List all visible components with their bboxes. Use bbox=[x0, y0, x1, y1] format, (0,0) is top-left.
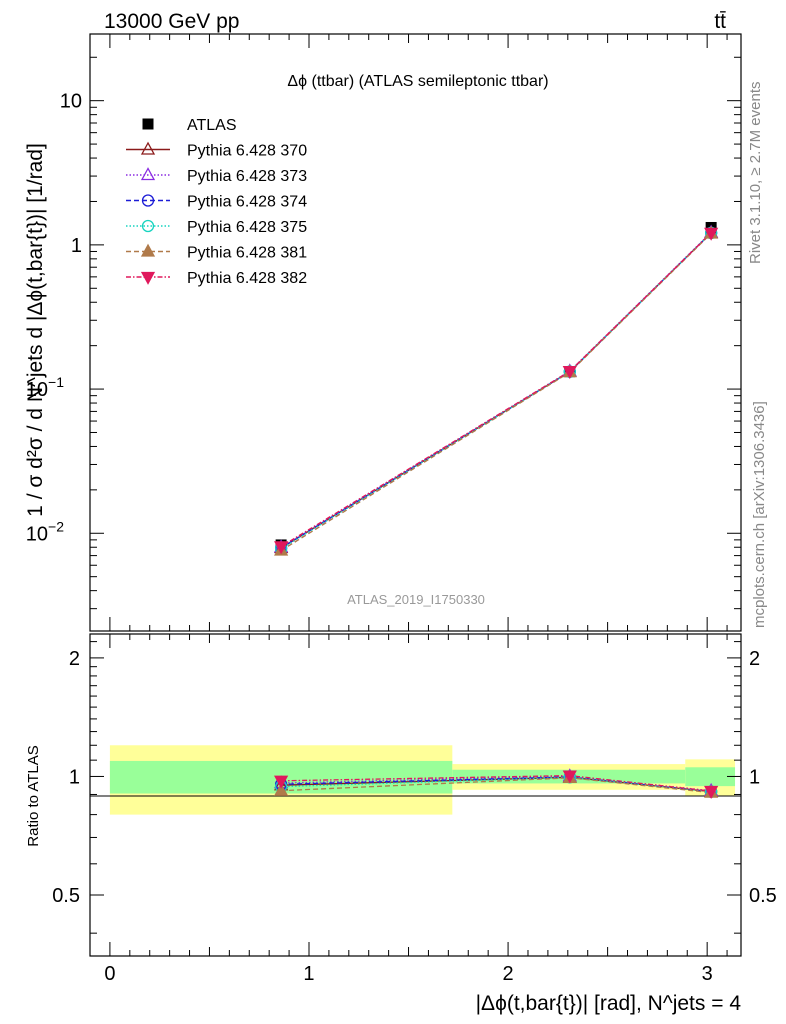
ratio-marker-pythia-6-428-382 bbox=[704, 785, 719, 799]
ratio-y-tick-label: 1 bbox=[69, 766, 80, 788]
legend-marker-pythia-6-428-370 bbox=[140, 141, 156, 155]
x-axis-label: |Δϕ(t,bar{t})| [rad], N^jets = 4 bbox=[476, 992, 742, 1015]
series-line-pythia-6-428-375 bbox=[280, 232, 712, 550]
main-y-axis-label-text: 1 / σ d²σ / d N^jets d |Δϕ(t,bar{t})| [1… bbox=[24, 143, 47, 517]
legend-label-pythia-6-428-382: Pythia 6.428 382 bbox=[187, 270, 307, 287]
main-plot-title: Δϕ (ttbar) (ATLAS semileptonic ttbar) bbox=[287, 73, 548, 90]
rivet-label: Rivet 3.1.10, ≥ 2.7M events bbox=[747, 82, 764, 265]
main-y-tick-label: 10−1 bbox=[26, 374, 64, 401]
stat-uncertainty-band bbox=[685, 767, 736, 787]
main-series-markers bbox=[274, 221, 719, 556]
main-plot-panel: Δϕ (ttbar) (ATLAS semileptonic ttbar) AT… bbox=[24, 33, 742, 632]
legend: ATLAS Pythia 6.428 370 Pythia 6.428 373 Pyt… bbox=[126, 117, 307, 287]
ratio-marker-pythia-6-428-381 bbox=[274, 782, 289, 796]
ratio-marker-pythia-6-428-382 bbox=[274, 775, 289, 789]
legend-label-pythia-6-428-381: Pythia 6.428 381 bbox=[187, 245, 307, 262]
ratio-y-tick-label-right: 2 bbox=[749, 648, 760, 670]
series-line-pythia-6-428-374 bbox=[280, 232, 712, 549]
ratio-marker-pythia-6-428-382 bbox=[562, 770, 577, 784]
series-line-pythia-6-428-381 bbox=[280, 233, 712, 552]
ratio-series-markers bbox=[274, 768, 719, 799]
legend-label-pythia-6-428-375: Pythia 6.428 375 bbox=[187, 219, 307, 236]
series-marker-pythia-6-428-382 bbox=[274, 541, 289, 555]
ratio-y-tick-label: 2 bbox=[69, 648, 80, 670]
series-line-pythia-6-428-373 bbox=[280, 231, 712, 548]
x-tick-label: 2 bbox=[503, 963, 514, 985]
series-marker-pythia-6-428-382 bbox=[562, 366, 577, 380]
legend-label-pythia-6-428-373: Pythia 6.428 373 bbox=[187, 168, 307, 185]
analysis-watermark: ATLAS_2019_I1750330 bbox=[347, 592, 485, 607]
x-tick-label: 3 bbox=[702, 963, 713, 985]
legend-label-pythia-6-428-370: Pythia 6.428 370 bbox=[187, 143, 307, 160]
legend-label-pythia-6-428-374: Pythia 6.428 374 bbox=[187, 194, 307, 211]
main-series-lines bbox=[280, 231, 712, 552]
ratio-axis-ticks: 0.5 0.5 1 1 2 2 0 1 2 3 bbox=[52, 634, 777, 985]
legend-marker-pythia-6-428-381 bbox=[140, 243, 156, 257]
mcplots-label: mcplots.cern.ch [arXiv:1306.3436] bbox=[751, 401, 768, 628]
main-y-axis-label: 1 / σ d²σ / d N^jets d |Δϕ(t,bar{t})| [1… bbox=[24, 143, 47, 517]
ratio-y-tick-label-right: 1 bbox=[749, 766, 760, 788]
process-label: tt̄ bbox=[714, 10, 726, 33]
legend-marker-atlas bbox=[142, 118, 154, 130]
ratio-plot-frame bbox=[89, 633, 742, 957]
legend-marker-pythia-6-428-374 bbox=[141, 194, 155, 207]
x-axis-label-text: |Δϕ(t,bar{t})| [rad], N^jets = 4 bbox=[476, 992, 742, 1015]
legend-marker-pythia-6-428-382 bbox=[140, 271, 156, 285]
main-plot-frame bbox=[89, 33, 742, 632]
main-y-tick-label: 10 bbox=[60, 91, 82, 113]
series-line-pythia-6-428-382 bbox=[280, 232, 712, 548]
legend-marker-pythia-6-428-375 bbox=[141, 219, 155, 233]
main-axis-ticks: 10−2 10−1 1 10 bbox=[26, 34, 741, 631]
main-y-tick-label: 10−2 bbox=[26, 518, 64, 545]
energy-label: 13000 GeV pp bbox=[104, 10, 239, 33]
ratio-line-pythia-6-428-382 bbox=[281, 774, 712, 792]
series-marker-pythia-6-428-382 bbox=[704, 227, 719, 241]
legend-marker-pythia-6-428-373 bbox=[140, 167, 156, 181]
series-line-pythia-6-428-370 bbox=[280, 232, 712, 549]
ratio-y-tick-label: 0.5 bbox=[52, 885, 80, 907]
legend-label-atlas: ATLAS bbox=[187, 117, 237, 134]
main-y-tick-label: 1 bbox=[71, 235, 82, 257]
ratio-plot-panel: 0.5 0.5 1 1 2 2 0 1 2 3 Ratio to ATLAS |Δϕ(t,bar{… bbox=[25, 633, 777, 1015]
ratio-y-tick-label-right: 0.5 bbox=[749, 885, 777, 907]
x-tick-label: 0 bbox=[104, 963, 115, 985]
x-tick-label: 1 bbox=[303, 963, 314, 985]
ratio-y-axis-label: Ratio to ATLAS bbox=[25, 745, 42, 846]
